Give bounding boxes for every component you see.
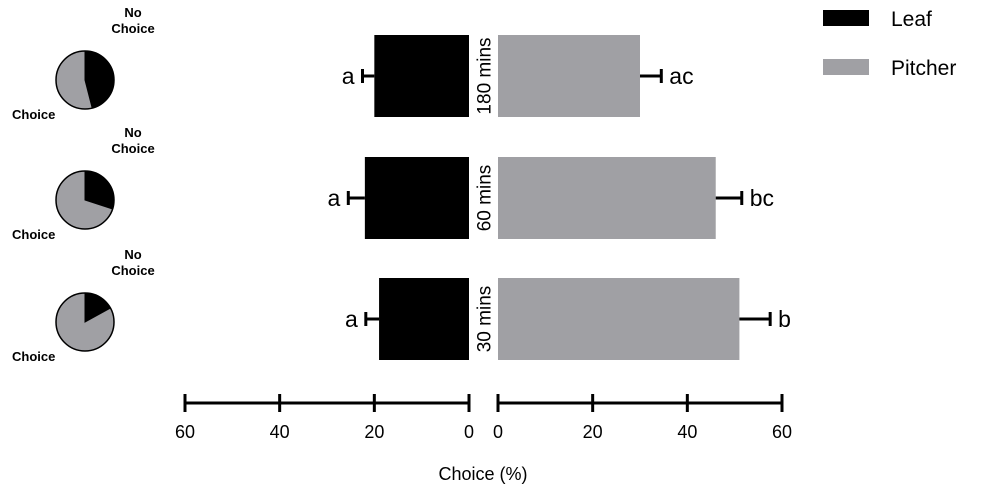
pie-30-mins: No Choice Choice — [12, 247, 155, 364]
leaf-bar — [364, 157, 469, 239]
left-x-tick-label: 60 — [175, 422, 195, 442]
leaf-bar — [374, 35, 469, 117]
right-x-tick-label: 40 — [677, 422, 697, 442]
time-label: 180 mins — [475, 37, 496, 114]
legend-swatch — [823, 59, 869, 75]
left-x-tick-label: 0 — [464, 422, 474, 442]
time-label: 30 mins — [475, 286, 496, 353]
leaf-significance-label: a — [345, 306, 358, 332]
legend-label: Pitcher — [891, 57, 956, 80]
pie-no-choice-slice — [84, 170, 115, 210]
x-axis-title: Choice (%) — [438, 464, 527, 484]
pie-60-mins: No Choice Choice — [12, 125, 155, 242]
bar-group-60-mins: a bc 60 mins — [328, 157, 774, 239]
pitcher-significance-label: ac — [669, 63, 693, 89]
legend-item-pitcher: Pitcher — [823, 57, 956, 80]
pitcher-bar — [498, 278, 740, 360]
left-x-tick-label: 40 — [270, 422, 290, 442]
bar-group-30-mins: a b 30 mins — [345, 278, 791, 360]
left-x-tick-label: 20 — [364, 422, 384, 442]
pie-180-mins: No Choice Choice — [12, 5, 155, 122]
legend-item-leaf: Leaf — [823, 8, 932, 31]
pie-choice-label: Choice — [12, 227, 55, 242]
pie-choice-label: Choice — [12, 107, 55, 122]
leaf-significance-label: a — [342, 63, 355, 89]
pie-no-choice-label: No Choice — [111, 125, 154, 156]
legend: Leaf Pitcher — [823, 8, 956, 80]
pie-no-choice-slice — [84, 292, 112, 323]
leaf-significance-label: a — [328, 185, 341, 211]
pie-choice-label: Choice — [12, 349, 55, 364]
legend-label: Leaf — [891, 8, 932, 31]
pitcher-bar — [498, 35, 640, 117]
pitcher-significance-label: b — [778, 306, 791, 332]
right-x-tick-label: 60 — [772, 422, 792, 442]
pie-no-choice-slice — [84, 50, 115, 109]
legend-swatch — [823, 10, 869, 26]
time-label: 60 mins — [475, 165, 496, 232]
right-x-tick-label: 0 — [493, 422, 503, 442]
pie-charts: No Choice Choice No Choice Choice No Choice Choi… — [12, 5, 155, 364]
pie-no-choice-label: No Choice — [111, 5, 154, 36]
x-axes: 60 40 20 0 0 20 40 60 — [175, 394, 792, 442]
leaf-bar — [379, 278, 469, 360]
pitcher-significance-label: bc — [750, 185, 774, 211]
bar-group-180-mins: a ac 180 mins — [342, 35, 694, 117]
bar-groups: a ac 180 mins a bc 60 mins a b 30 mins — [328, 35, 791, 360]
pitcher-bar — [498, 157, 716, 239]
right-x-tick-label: 20 — [583, 422, 603, 442]
pie-no-choice-label: No Choice — [111, 247, 154, 278]
